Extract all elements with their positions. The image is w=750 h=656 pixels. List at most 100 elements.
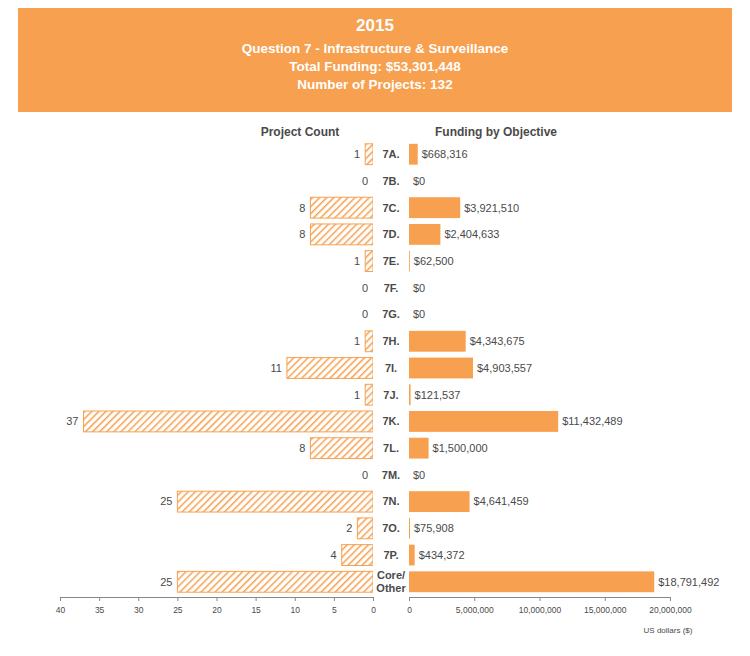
tick-mark	[177, 597, 178, 601]
tick-label: 25	[173, 605, 183, 615]
tick-label: 5	[332, 605, 337, 615]
tick-mark	[295, 597, 296, 601]
bars-count	[83, 144, 373, 592]
header-line: Total Funding: $53,301,448	[289, 59, 461, 74]
category-label: 7O.	[382, 522, 400, 534]
axis-line	[410, 598, 671, 602]
tick-label: 15,000,000	[584, 605, 627, 615]
bar	[409, 411, 558, 432]
data-label: 11	[271, 362, 282, 374]
tick-mark	[138, 597, 139, 601]
data-label: 37	[66, 415, 78, 427]
tick-mark	[540, 597, 541, 601]
tick-label: 10,000,000	[519, 605, 562, 615]
axis-title: US dollars ($)	[644, 626, 693, 635]
bar	[373, 464, 374, 485]
tick: 5	[332, 597, 337, 615]
data-label: 8	[299, 442, 305, 454]
bar	[409, 518, 410, 539]
tick: 40	[56, 597, 66, 615]
tick: 5,000,000	[456, 597, 494, 615]
category-label: 7M.	[382, 469, 400, 481]
category-label: 7N.	[382, 495, 399, 507]
data-label: 0	[362, 282, 368, 294]
bar	[409, 464, 410, 485]
bar	[83, 411, 373, 432]
data-label: 4	[331, 549, 337, 561]
bar	[365, 331, 373, 352]
data-label: $4,343,675	[470, 335, 525, 347]
data-label: $4,641,459	[474, 495, 529, 507]
data-label: $1,500,000	[433, 442, 488, 454]
data-label: 1	[354, 389, 360, 401]
data-label: 2	[346, 522, 352, 534]
data-label: $18,791,492	[658, 576, 719, 588]
data-label: 1	[354, 335, 360, 347]
header-line: Question 7 - Infrastructure & Surveillan…	[242, 41, 509, 56]
bar	[409, 304, 410, 325]
data-label: $2,404,633	[444, 228, 499, 240]
data-label: $0	[413, 175, 425, 187]
bar	[177, 491, 373, 512]
bar	[373, 277, 374, 298]
category-label: 7H.	[382, 335, 399, 347]
tick-mark	[60, 597, 61, 601]
tick-label: 20,000,000	[649, 605, 692, 615]
bar	[409, 251, 410, 272]
bar	[409, 224, 440, 245]
data-label: $62,500	[414, 255, 454, 267]
bar	[310, 197, 373, 218]
tick-label: 0	[371, 605, 376, 615]
data-label: $0	[413, 308, 425, 320]
header-title: 2015	[356, 16, 394, 35]
bar	[409, 144, 418, 165]
axis-line	[61, 598, 374, 602]
data-label: $0	[413, 469, 425, 481]
tick: 25	[173, 597, 183, 615]
x-axis: 0 5,000,000 10,000,000 15,000,000 20,000,000	[407, 597, 692, 615]
data-label: $668,316	[422, 148, 468, 160]
bar	[409, 438, 429, 459]
bar	[409, 331, 466, 352]
panel-title: Project Count	[261, 125, 340, 139]
tick-label: 5,000,000	[456, 605, 494, 615]
data-label: 1	[354, 148, 360, 160]
bar	[310, 438, 373, 459]
panel-title: Funding by Objective	[435, 125, 557, 139]
category-label: 7E.	[383, 255, 400, 267]
category-label: 7J.	[383, 389, 398, 401]
data-label: 25	[160, 576, 172, 588]
bar	[373, 304, 374, 325]
tick-mark	[334, 597, 335, 601]
category-label: 7G.	[382, 308, 400, 320]
tick-mark	[373, 597, 374, 601]
data-label: 8	[299, 228, 305, 240]
tick: 10,000,000	[519, 597, 562, 615]
category-label: Core/Other	[376, 569, 406, 594]
tick-label: 10	[291, 605, 301, 615]
bar	[409, 197, 460, 218]
bar	[373, 171, 374, 192]
bar	[365, 251, 373, 272]
tick-label: 0	[407, 605, 412, 615]
bar	[409, 358, 473, 379]
tick-label: 35	[95, 605, 105, 615]
data-label: $75,908	[414, 522, 454, 534]
tick: 0	[407, 597, 412, 615]
tick-mark	[474, 597, 475, 601]
category-label: 7D.	[382, 228, 399, 240]
tick-label: 30	[134, 605, 144, 615]
category-label: 7C.	[382, 202, 399, 214]
category-label: 7F.	[384, 282, 399, 294]
tick: 20,000,000	[649, 597, 692, 615]
category-label: 7P.	[383, 549, 398, 561]
data-label: $434,372	[419, 549, 465, 561]
bars-funding	[409, 144, 654, 592]
tick-mark	[217, 597, 218, 601]
bar	[310, 224, 373, 245]
data-label: $11,432,489	[562, 415, 622, 427]
tick-label: 40	[56, 605, 66, 615]
data-label: 0	[362, 175, 368, 187]
bar	[409, 384, 411, 405]
data-label: 1	[354, 255, 360, 267]
